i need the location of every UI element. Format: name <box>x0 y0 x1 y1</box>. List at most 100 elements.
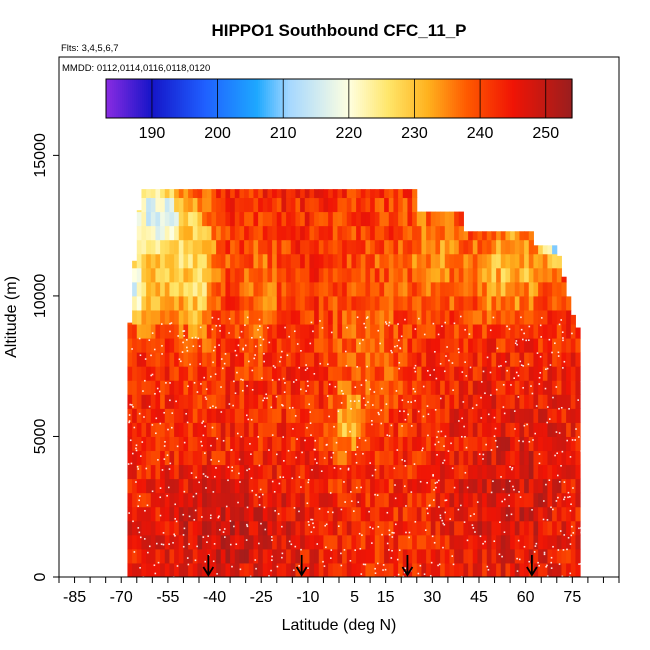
heatmap-cell <box>505 352 511 367</box>
data-gap-speck <box>281 552 284 555</box>
heatmap-cell <box>192 562 198 578</box>
colorbar-swatch <box>526 79 529 118</box>
data-gap-speck <box>487 413 490 416</box>
heatmap-cell <box>290 492 296 508</box>
heatmap-cell <box>370 352 376 367</box>
heatmap-cell <box>169 450 175 466</box>
heatmap-cell <box>356 548 362 564</box>
heatmap-cell <box>304 239 310 255</box>
heatmap-cell <box>374 534 380 550</box>
heatmap-cell <box>388 464 394 480</box>
heatmap-cell <box>533 309 539 325</box>
heatmap-cell <box>178 189 184 199</box>
heatmap-cell <box>309 394 315 409</box>
heatmap-cell <box>407 295 413 311</box>
heatmap-cell <box>141 534 147 550</box>
heatmap-cell <box>528 380 534 395</box>
heatmap-cell <box>346 534 352 550</box>
data-gap-speck <box>290 543 293 546</box>
data-gap-speck <box>280 356 282 359</box>
y-tick-label: 0 <box>32 572 49 581</box>
data-gap-speck <box>244 344 247 347</box>
heatmap-cell <box>542 366 548 381</box>
heatmap-cell <box>384 295 390 311</box>
data-gap-speck <box>436 436 438 438</box>
heatmap-cell <box>379 281 385 297</box>
heatmap-cell <box>528 309 534 325</box>
heatmap-cell <box>416 239 422 255</box>
heatmap-cell <box>318 520 324 536</box>
heatmap-cell <box>323 324 329 339</box>
colorbar-swatch <box>444 79 447 118</box>
heatmap-cell <box>379 394 385 409</box>
heatmap-cell <box>136 239 142 255</box>
heatmap-cell <box>393 189 399 199</box>
data-gap-speck <box>242 348 244 351</box>
heatmap-cell <box>258 189 264 199</box>
heatmap-cell <box>290 408 296 423</box>
heatmap-cell <box>468 324 474 339</box>
heatmap-cell <box>370 253 376 269</box>
heatmap-cell <box>356 253 362 269</box>
heatmap-cell <box>132 295 138 311</box>
heatmap-cell <box>384 239 390 255</box>
heatmap-cell <box>216 520 222 536</box>
data-gap-speck <box>442 522 444 525</box>
data-gap-speck <box>255 494 257 496</box>
heatmap-cell <box>337 267 343 283</box>
heatmap-cell <box>183 366 189 381</box>
heatmap-cell <box>458 534 464 550</box>
heatmap-cell <box>514 450 520 466</box>
heatmap-cell <box>155 422 161 437</box>
heatmap-cell <box>547 408 553 423</box>
heatmap-cell <box>258 520 264 536</box>
heatmap-cell <box>519 562 525 578</box>
heatmap-cell <box>356 197 362 213</box>
heatmap-cell <box>155 548 161 564</box>
heatmap-cell <box>398 422 404 437</box>
data-gap-speck <box>258 504 261 506</box>
heatmap-cell <box>132 422 138 437</box>
colorbar-swatch <box>152 79 155 118</box>
heatmap-cell <box>346 324 352 339</box>
data-gap-speck <box>562 337 564 339</box>
heatmap-cell <box>468 366 474 381</box>
heatmap-cell <box>379 478 385 494</box>
heatmap-cell <box>351 197 357 213</box>
heatmap-cell <box>538 253 544 269</box>
heatmap-cell <box>197 506 203 522</box>
heatmap-cell <box>374 380 380 395</box>
data-gap-speck <box>436 454 438 456</box>
heatmap-cell <box>248 366 254 381</box>
heatmap-cell <box>332 189 338 199</box>
heatmap-cell <box>458 281 464 297</box>
heatmap-cell <box>150 352 156 367</box>
heatmap-cell <box>416 450 422 466</box>
data-gap-speck <box>148 405 151 408</box>
heatmap-cell <box>356 422 362 437</box>
heatmap-cell <box>468 506 474 522</box>
heatmap-cell <box>244 239 250 255</box>
data-gap-speck <box>156 542 158 545</box>
heatmap-cell <box>267 408 273 423</box>
heatmap-cell <box>510 450 516 466</box>
data-gap-speck <box>501 555 503 558</box>
heatmap-cell <box>323 506 329 522</box>
heatmap-cell <box>468 295 474 311</box>
colorbar-swatch <box>330 79 333 118</box>
data-gap-speck <box>306 426 308 429</box>
heatmap-cell <box>561 548 567 564</box>
heatmap-cell <box>314 422 320 437</box>
data-gap-speck <box>550 556 553 559</box>
data-gap-speck <box>531 392 534 395</box>
heatmap-cell <box>300 189 306 199</box>
heatmap-cell <box>230 253 236 269</box>
colorbar-swatch <box>402 79 405 118</box>
heatmap-cell <box>188 352 194 367</box>
heatmap-cell <box>206 422 212 437</box>
heatmap-cell <box>524 380 530 395</box>
heatmap-cell <box>216 548 222 564</box>
heatmap-cell <box>230 534 236 550</box>
heatmap-cell <box>136 309 142 325</box>
heatmap-cell <box>155 478 161 494</box>
